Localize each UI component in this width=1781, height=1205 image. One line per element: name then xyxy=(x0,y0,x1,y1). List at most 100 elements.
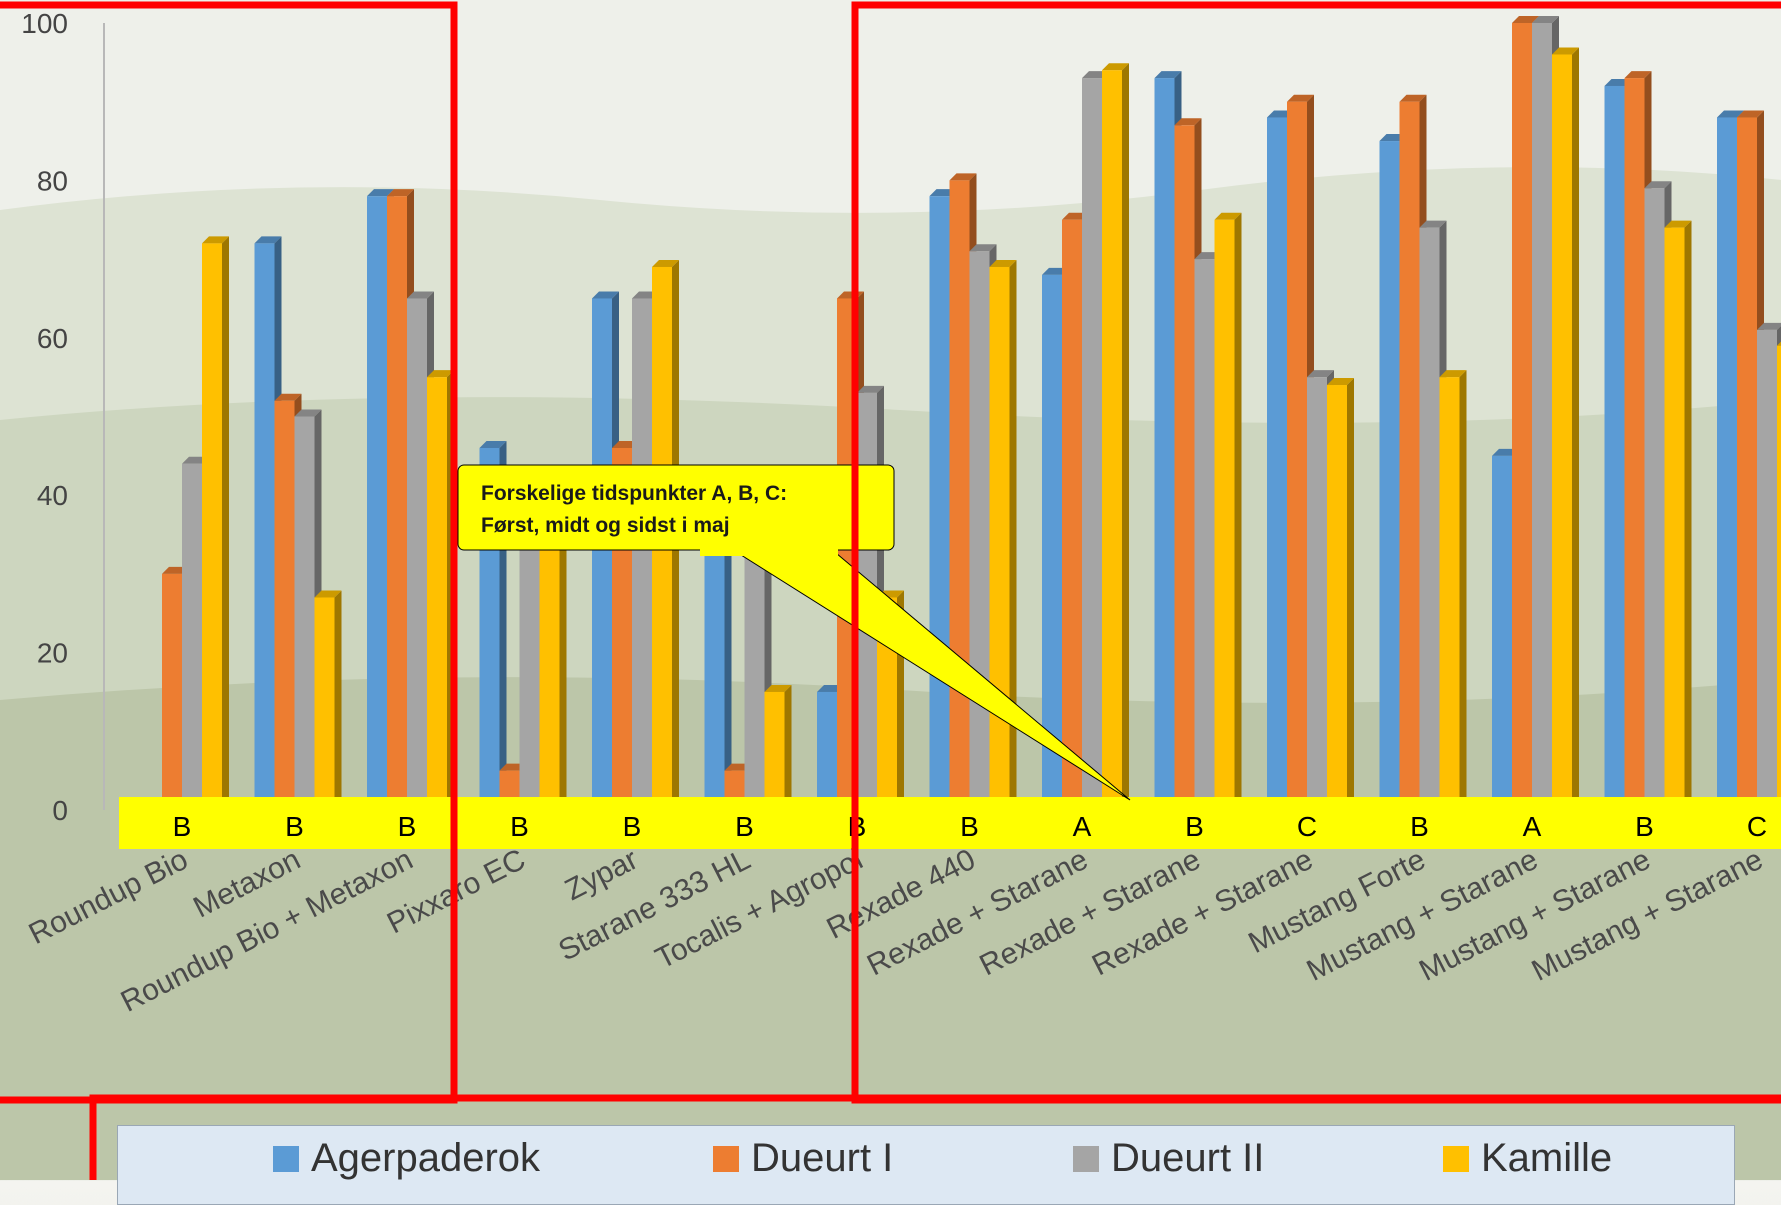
y-tick-label: 80 xyxy=(37,165,68,196)
bar-kamille xyxy=(314,590,342,810)
y-tick-label: 40 xyxy=(37,480,68,511)
bar-side xyxy=(1347,378,1354,810)
bar-top xyxy=(652,259,679,267)
timing-label: B xyxy=(1185,811,1204,842)
bar-face xyxy=(1552,54,1572,811)
bar-face xyxy=(1439,377,1460,810)
bar-face xyxy=(1717,117,1737,810)
bar-top xyxy=(407,291,434,299)
bar-side xyxy=(222,236,229,811)
y-tick-label: 20 xyxy=(37,638,68,669)
legend-item-dueurt-ii: Dueurt II xyxy=(1073,1136,1264,1181)
timing-label: B xyxy=(735,811,754,842)
bar-top xyxy=(592,291,619,299)
bar-top xyxy=(294,409,322,417)
legend-label: Kamille xyxy=(1481,1136,1613,1180)
bar-face xyxy=(1307,377,1327,810)
bar-face xyxy=(274,400,295,810)
bar-face xyxy=(1214,219,1235,810)
bar-top xyxy=(989,259,1017,267)
bar-top xyxy=(1624,71,1652,79)
bar-top xyxy=(1757,322,1781,330)
bar-face xyxy=(1287,101,1307,810)
bar-top xyxy=(1777,341,1781,346)
timing-band-fill xyxy=(119,797,1781,849)
bar-kamille xyxy=(989,259,1017,811)
bar-face xyxy=(367,196,387,810)
bar-top xyxy=(857,385,884,393)
bar-top xyxy=(764,684,792,692)
bar-face xyxy=(427,377,447,810)
bar-face xyxy=(1399,101,1420,810)
bar-top xyxy=(1287,94,1314,102)
legend-label: Dueurt I xyxy=(751,1136,894,1180)
bar-top xyxy=(969,244,997,252)
highlight-box-legend xyxy=(89,1094,1781,1180)
bar-face xyxy=(1737,117,1757,810)
bar-top xyxy=(367,189,394,197)
bar-face xyxy=(1267,117,1287,810)
bar-face xyxy=(1757,329,1777,810)
bar-face xyxy=(929,196,950,810)
bar-face xyxy=(314,597,335,810)
bar-kamille xyxy=(1439,370,1467,810)
bar-top xyxy=(254,236,282,244)
bar-top xyxy=(1512,16,1539,23)
legend-swatch xyxy=(1443,1145,1469,1172)
bar-face xyxy=(254,243,275,811)
highlight-boxes xyxy=(0,1,1781,1180)
bar-face xyxy=(407,298,427,810)
bar-face xyxy=(1327,385,1347,810)
bar-face xyxy=(1512,23,1532,810)
bar-face xyxy=(519,495,540,810)
bar-face xyxy=(949,180,970,810)
bar-side xyxy=(1572,47,1579,811)
bar-top xyxy=(1307,370,1334,378)
timing-label: B xyxy=(1635,811,1654,842)
legend-item-agerpaderok: Agerpaderok xyxy=(273,1136,540,1181)
bar-face xyxy=(202,243,222,811)
timing-label: B xyxy=(623,811,642,842)
bar-kamille xyxy=(1214,212,1242,810)
callout-joint xyxy=(700,540,838,556)
bar-face xyxy=(1082,78,1102,811)
legend-item-kamille: Kamille xyxy=(1443,1136,1612,1181)
bar-top xyxy=(1214,212,1242,220)
bar-kamille xyxy=(202,236,229,811)
legend-swatch xyxy=(713,1145,739,1172)
bar-face xyxy=(1532,23,1552,810)
bar-kamille xyxy=(1327,378,1354,810)
bar-side xyxy=(1122,63,1129,811)
bar-top xyxy=(1717,110,1744,118)
bar-kamille xyxy=(1552,47,1579,811)
bar-top xyxy=(387,189,414,197)
bar-face xyxy=(1379,141,1400,811)
callout-text-line: Først, midt og sidst i maj xyxy=(481,514,730,537)
bar-kamille xyxy=(539,527,567,810)
bar-face xyxy=(1777,345,1781,810)
bar-side xyxy=(559,527,567,810)
bar-face xyxy=(182,463,202,810)
bar-face xyxy=(632,298,652,810)
bar-top xyxy=(1174,118,1202,126)
y-axis: 0 20 40 60 80 100 xyxy=(21,8,105,826)
bar-face xyxy=(1419,227,1440,810)
bar-kamille xyxy=(764,684,792,810)
callout-text-line: Forskelige tidspunkter A, B, C: xyxy=(481,482,787,505)
bar-top xyxy=(1154,71,1182,79)
timing-label: B xyxy=(173,811,192,842)
bar-face xyxy=(162,573,182,810)
bar-side xyxy=(1684,220,1692,810)
bar-face xyxy=(539,534,560,810)
bar-side xyxy=(1234,212,1242,810)
bar-face xyxy=(1062,219,1082,810)
bar-side xyxy=(1459,370,1467,810)
legend-label: Dueurt II xyxy=(1111,1136,1265,1180)
bar-face xyxy=(1644,188,1665,810)
bar-face xyxy=(989,266,1010,811)
bar-face xyxy=(744,495,765,810)
bar-top xyxy=(1644,181,1672,189)
legend: Agerpaderok Dueurt I Dueurt II Kamille xyxy=(117,1125,1735,1205)
bar-top xyxy=(1399,94,1427,102)
bar-top xyxy=(1419,220,1447,228)
